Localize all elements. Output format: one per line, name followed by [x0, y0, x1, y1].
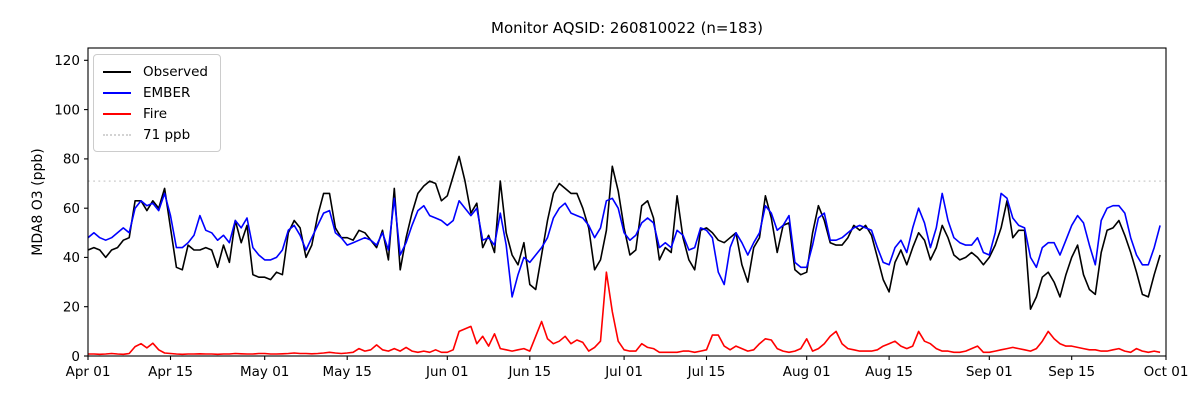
svg-text:Jul 01: Jul 01: [604, 364, 643, 380]
legend-item-threshold: 71 ppb: [103, 124, 208, 145]
legend: Observed EMBER Fire 71 ppb: [93, 54, 221, 152]
svg-text:Jun 15: Jun 15: [508, 364, 552, 380]
legend-label-ember: EMBER: [143, 84, 191, 101]
observed-line-swatch: [103, 70, 131, 73]
legend-item-ember: EMBER: [103, 82, 208, 103]
svg-text:0: 0: [71, 349, 80, 365]
svg-text:May 01: May 01: [240, 364, 289, 380]
svg-text:Sep 15: Sep 15: [1048, 364, 1095, 380]
svg-text:Sep 01: Sep 01: [966, 364, 1013, 380]
svg-text:Aug 15: Aug 15: [865, 364, 913, 380]
chart-title: Monitor AQSID: 260810022 (n=183): [491, 19, 763, 37]
svg-text:Apr 01: Apr 01: [66, 364, 111, 380]
svg-text:May 15: May 15: [323, 364, 372, 380]
svg-text:Jul 15: Jul 15: [687, 364, 726, 380]
svg-text:60: 60: [63, 201, 80, 217]
svg-text:40: 40: [63, 250, 80, 266]
threshold-line-swatch: [103, 133, 131, 136]
svg-text:Oct 01: Oct 01: [1144, 364, 1189, 380]
svg-text:Jun 01: Jun 01: [425, 364, 469, 380]
legend-item-fire: Fire: [103, 103, 208, 124]
legend-label-observed: Observed: [143, 63, 208, 80]
fire-line-swatch: [103, 112, 131, 115]
legend-item-observed: Observed: [103, 61, 208, 82]
svg-text:Aug 01: Aug 01: [783, 364, 831, 380]
ember-line-swatch: [103, 91, 131, 94]
legend-label-threshold: 71 ppb: [143, 126, 191, 143]
legend-label-fire: Fire: [143, 105, 168, 122]
svg-text:80: 80: [63, 152, 80, 168]
svg-text:Apr 15: Apr 15: [148, 364, 193, 380]
svg-text:20: 20: [63, 300, 80, 316]
svg-text:100: 100: [54, 102, 80, 118]
svg-text:120: 120: [54, 53, 80, 69]
